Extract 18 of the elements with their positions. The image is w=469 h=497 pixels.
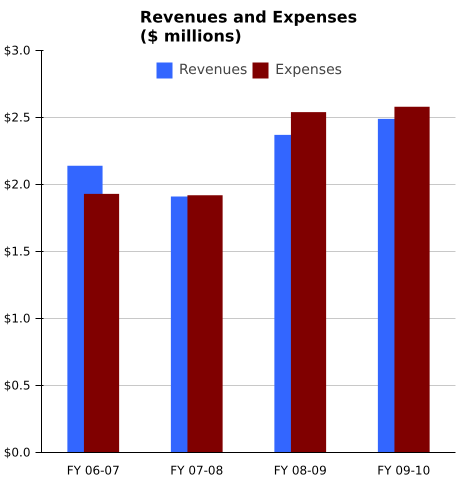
- y-tick-label: $1.5: [4, 244, 30, 258]
- bar: [394, 106, 430, 452]
- legend-label: Revenues: [179, 62, 248, 78]
- x-tick-label: FY 06-07: [66, 464, 120, 478]
- chart-title: Revenues and Expenses ($ millions): [140, 8, 358, 46]
- legend-label: Expenses: [275, 62, 342, 78]
- y-tick-label: $0.0: [4, 446, 30, 460]
- x-tick-label: FY 09-10: [377, 464, 430, 478]
- y-tick-label: $3.0: [4, 44, 30, 58]
- x-tick-label: FY 08-09: [274, 464, 327, 478]
- y-tick-label: $2.5: [4, 110, 30, 124]
- bar: [290, 112, 326, 452]
- x-tick-label: FY 07-08: [170, 464, 224, 478]
- y-tick-label: $0.5: [4, 378, 30, 392]
- y-tick-label: $2.0: [4, 178, 30, 192]
- bar: [84, 194, 120, 452]
- y-tick-label: $1.0: [4, 312, 30, 326]
- bar: [187, 195, 223, 452]
